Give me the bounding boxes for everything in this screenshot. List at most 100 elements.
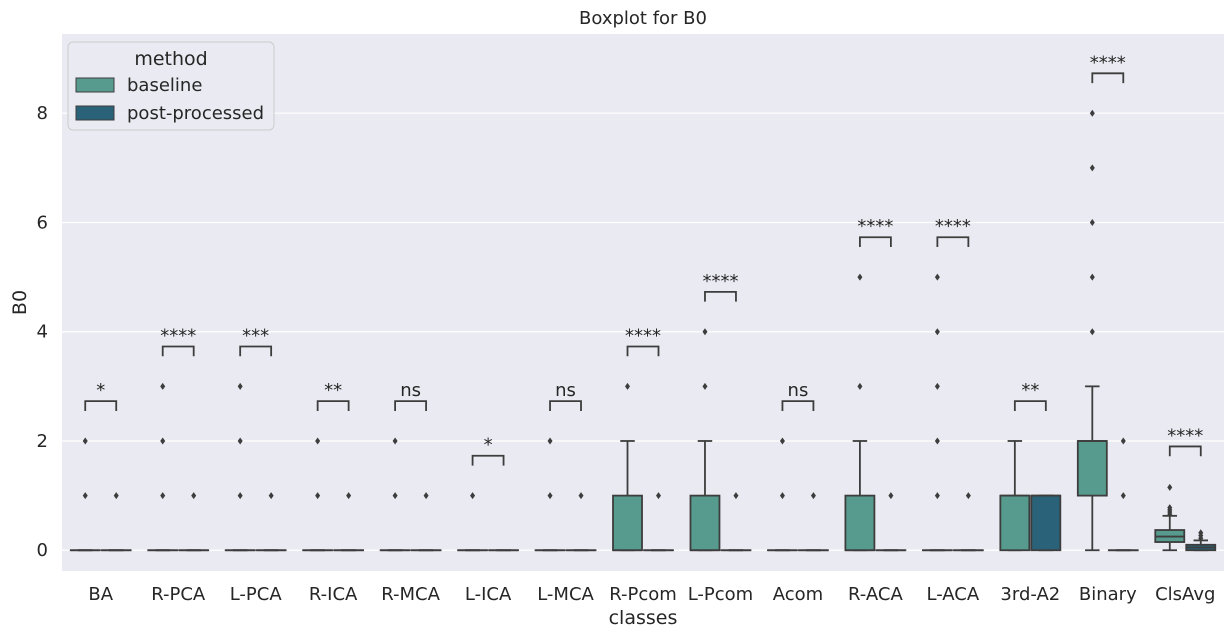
outlier-point [191,492,197,500]
outlier-point [934,437,940,445]
significance-label: * [484,435,493,456]
significance-bracket [626,345,660,357]
outlier-point [934,328,940,336]
outlier-point [160,492,166,500]
outlier-point [237,382,243,390]
y-tick-label: 6 [37,212,48,233]
significance-label: **** [702,271,738,292]
significance-bracket [1168,445,1202,457]
significance-bracket [394,400,427,411]
box-post-processed [1030,494,1062,552]
outlier-point [1089,273,1095,281]
x-tick-label: Acom [773,584,823,605]
significance-bracket [1013,400,1047,411]
significance-label: ns [788,380,809,401]
x-tick-label: L-Pcom [688,584,754,605]
outlier-point [547,437,553,445]
significance-label: **** [935,216,971,237]
outlier-point [82,437,88,445]
outlier-point [934,273,940,281]
outlier-point [1120,437,1126,445]
outlier-point [1167,504,1173,512]
legend-box [67,41,275,131]
significance-label: **** [1167,425,1203,446]
significance-bracket [161,345,195,357]
legend-swatch [75,77,115,93]
outlier-point [268,492,274,500]
x-tick-label: L-PCA [230,584,283,605]
significance-label: ** [1021,380,1039,401]
outlier-point [237,492,243,500]
box-baseline [844,494,876,552]
x-tick-label: R-Pcom [609,584,677,605]
outlier-point [934,382,940,390]
legend-title: method [134,48,207,70]
legend-label: baseline [127,75,202,96]
significance-bracket [781,400,815,411]
x-tick-label: BA [88,584,113,605]
outlier-point [1120,492,1126,500]
significance-bracket [549,400,582,411]
outlier-point [934,492,940,500]
outlier-point [733,492,739,500]
significance-label: **** [1090,52,1126,73]
outlier-point [237,437,243,445]
significance-label: * [96,380,105,401]
box-baseline [689,494,721,552]
outlier-point [470,492,476,500]
outlier-point [655,492,661,500]
chart-title: Boxplot for B0 [579,8,707,29]
outlier-point [160,437,166,445]
significance-label: **** [160,325,196,346]
outlier-point [1198,529,1204,537]
x-tick-label: R-ICA [309,584,358,605]
significance-bracket [704,290,737,302]
significance-bracket [84,400,118,411]
significance-label: *** [242,325,269,346]
significance-bracket [936,236,970,248]
outlier-point [965,492,971,500]
outlier-point [1167,483,1173,491]
outlier-point [857,273,863,281]
outlier-point [779,437,785,445]
outlier-point [315,492,321,500]
outlier-point [625,382,631,390]
outlier-point [315,437,321,445]
x-tick-label: Binary [1079,584,1137,605]
x-tick-label: L-ACA [927,584,980,605]
x-axis-label: classes [609,607,678,629]
outlier-point [113,492,119,500]
outlier-point [888,492,894,500]
x-tick-label: L-ICA [465,584,512,605]
significance-label: ** [324,380,342,401]
outlier-point [82,492,88,500]
box-baseline [999,494,1031,552]
outlier-point [160,382,166,390]
y-tick-label: 4 [37,322,48,343]
y-tick-label: 8 [37,103,48,124]
x-tick-label: L-MCA [537,584,594,605]
significance-label: **** [625,325,661,346]
outlier-point [1089,218,1095,226]
x-tick-label: R-PCA [151,584,206,605]
y-tick-label: 0 [37,540,48,561]
outlier-point [392,492,398,500]
significance-bracket [239,345,273,357]
outlier-point [423,492,429,500]
outlier-point [346,492,352,500]
y-tick-label: 2 [37,431,48,452]
significance-label: **** [857,216,893,237]
legend-swatch [75,105,115,121]
x-tick-label: 3rd-A2 [1000,584,1060,605]
outlier-point [578,492,584,500]
outlier-point [1089,328,1095,336]
outlier-point [810,492,816,500]
outlier-point [1089,164,1095,172]
x-tick-label: R-MCA [381,584,440,605]
outlier-point [702,328,708,336]
outlier-point [1089,109,1095,117]
significance-label: ns [400,380,421,401]
outlier-point [857,382,863,390]
outlier-point [702,382,708,390]
